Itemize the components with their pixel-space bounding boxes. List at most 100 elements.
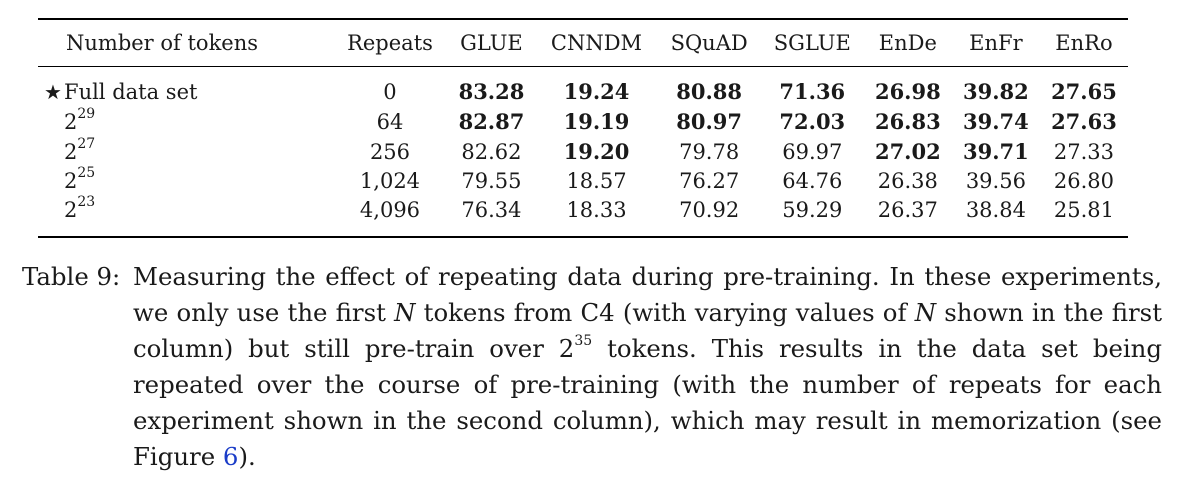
row-label-exponent: 23: [77, 194, 96, 210]
column-header: CNNDM: [550, 31, 643, 55]
repeats-cell: 64: [376, 109, 404, 134]
score-cell: 82.62: [447, 137, 535, 167]
score-cell: 18.57: [535, 167, 657, 196]
best-score-value: 71.36: [779, 79, 846, 104]
row-label-exponent: 25: [77, 165, 96, 181]
row-label-exponent: 27: [77, 135, 96, 152]
best-score-value: 27.63: [1051, 109, 1117, 134]
table-row: 225 1,024 79.55 18.57 76.27 64.76 26.38 39.56 26…: [38, 165, 1128, 196]
best-score-value: 39.82: [962, 79, 1029, 104]
best-score-value: 80.97: [676, 109, 743, 134]
best-score-value: 72.03: [779, 109, 846, 134]
row-label-exponent: 29: [77, 105, 96, 122]
score-value: 38.84: [965, 198, 1026, 222]
best-score-value: 26.83: [874, 109, 941, 134]
caption-variable: N: [914, 298, 937, 327]
column-header: GLUE: [460, 31, 523, 55]
caption-variable: N: [394, 298, 416, 327]
score-cell: 79.55: [447, 167, 535, 196]
row-label: 2: [64, 139, 78, 164]
score-value: 26.37: [877, 198, 938, 222]
score-cell: 26.83: [864, 107, 952, 137]
row-label-cell: 225: [38, 165, 333, 196]
repeats-cell: 1,024: [359, 169, 421, 193]
column-header: EnDe: [878, 31, 937, 55]
table-row: ★Full data set 0 83.28 19.24 80.88 71.36 26.98…: [38, 67, 1128, 108]
score-cell: 27.33: [1040, 137, 1128, 167]
caption-text: tokens. This results in the data set bei…: [133, 334, 1163, 471]
score-cell: 76.27: [658, 167, 761, 196]
score-cell: 38.84: [952, 196, 1040, 237]
score-value: 26.38: [877, 169, 938, 193]
column-header: Number of tokens: [66, 31, 259, 55]
score-cell: 26.38: [864, 167, 952, 196]
table-row: 227 256 82.62 19.20 79.78 69.97 27.02 39.71 27.3…: [38, 137, 1128, 167]
score-cell: 39.71: [952, 137, 1040, 167]
score-cell: 18.33: [535, 196, 657, 237]
best-score-value: 27.65: [1051, 79, 1117, 104]
best-score-value: 19.20: [563, 139, 630, 164]
score-value: 82.62: [461, 139, 522, 164]
score-cell: 19.20: [535, 137, 657, 167]
score-cell: 27.65: [1040, 67, 1128, 108]
row-label-cell: 223: [38, 194, 333, 237]
score-cell: 39.82: [952, 67, 1040, 108]
table-header-row: Number of tokens Repeats GLUE CNNDM SQuAD SGL…: [38, 19, 1128, 67]
row-label: 2: [64, 169, 78, 193]
column-header: EnRo: [1055, 31, 1113, 55]
best-score-value: 26.98: [874, 79, 941, 104]
table-body: ★Full data set 0 83.28 19.24 80.88 71.36 26.98…: [38, 67, 1128, 237]
score-cell: 26.80: [1040, 167, 1128, 196]
caption-exponent: 35: [574, 332, 593, 349]
table-caption: Table 9: Measuring the effect of repeati…: [22, 259, 1162, 475]
caption-text: shown in the first column) but still pre…: [133, 298, 1162, 363]
score-value: 70.92: [679, 198, 740, 222]
column-header: EnFr: [969, 31, 1023, 55]
row-label: 2: [64, 109, 78, 134]
best-score-value: 27.02: [874, 139, 941, 164]
results-table: Number of tokens Repeats GLUE CNNDM SQuAD SGL…: [38, 18, 1128, 238]
score-value: 76.34: [461, 198, 522, 222]
score-value: 27.33: [1053, 139, 1114, 164]
row-label-cell: ★Full data set: [38, 67, 333, 108]
score-cell: 26.37: [864, 196, 952, 237]
caption-body: Measuring the effect of repeating data d…: [133, 259, 1162, 475]
caption-text: Measuring the effect of repeating data d…: [133, 262, 1162, 327]
score-cell: 72.03: [761, 107, 864, 137]
score-cell: 39.74: [952, 107, 1040, 137]
score-cell: 76.34: [447, 196, 535, 237]
score-cell: 39.56: [952, 167, 1040, 196]
best-score-value: 39.74: [962, 109, 1029, 134]
baseline-star-icon: ★: [44, 79, 62, 104]
column-header: SQuAD: [670, 31, 748, 55]
caption-label: Table 9:: [22, 262, 121, 291]
row-label-cell: 227: [38, 137, 333, 167]
score-cell: 80.97: [658, 107, 761, 137]
score-cell: 82.87: [447, 107, 535, 137]
score-value: 18.33: [566, 198, 627, 222]
best-score-value: 82.87: [458, 109, 525, 134]
score-cell: 80.88: [658, 67, 761, 108]
figure-link[interactable]: 6: [222, 442, 239, 471]
best-score-value: 19.24: [563, 79, 630, 104]
row-label: 2: [64, 198, 78, 222]
caption-text: ).: [238, 442, 256, 471]
score-cell: 70.92: [658, 196, 761, 237]
score-cell: 25.81: [1040, 196, 1128, 237]
score-cell: 71.36: [761, 67, 864, 108]
score-cell: 79.78: [658, 137, 761, 167]
repeats-cell: 256: [369, 139, 411, 164]
score-value: 25.81: [1053, 198, 1114, 222]
best-score-value: 83.28: [458, 79, 525, 104]
score-cell: 83.28: [447, 67, 535, 108]
best-score-value: 39.71: [962, 139, 1029, 164]
score-cell: 64.76: [761, 167, 864, 196]
score-cell: 19.24: [535, 67, 657, 108]
score-value: 79.78: [679, 139, 740, 164]
table-row: 223 4,096 76.34 18.33 70.92 59.29 26.37 38.84 25…: [38, 194, 1128, 237]
best-score-value: 19.19: [563, 109, 630, 134]
score-cell: 27.02: [864, 137, 952, 167]
score-cell: 59.29: [761, 196, 864, 237]
score-value: 26.80: [1053, 169, 1114, 193]
score-cell: 19.19: [535, 107, 657, 137]
